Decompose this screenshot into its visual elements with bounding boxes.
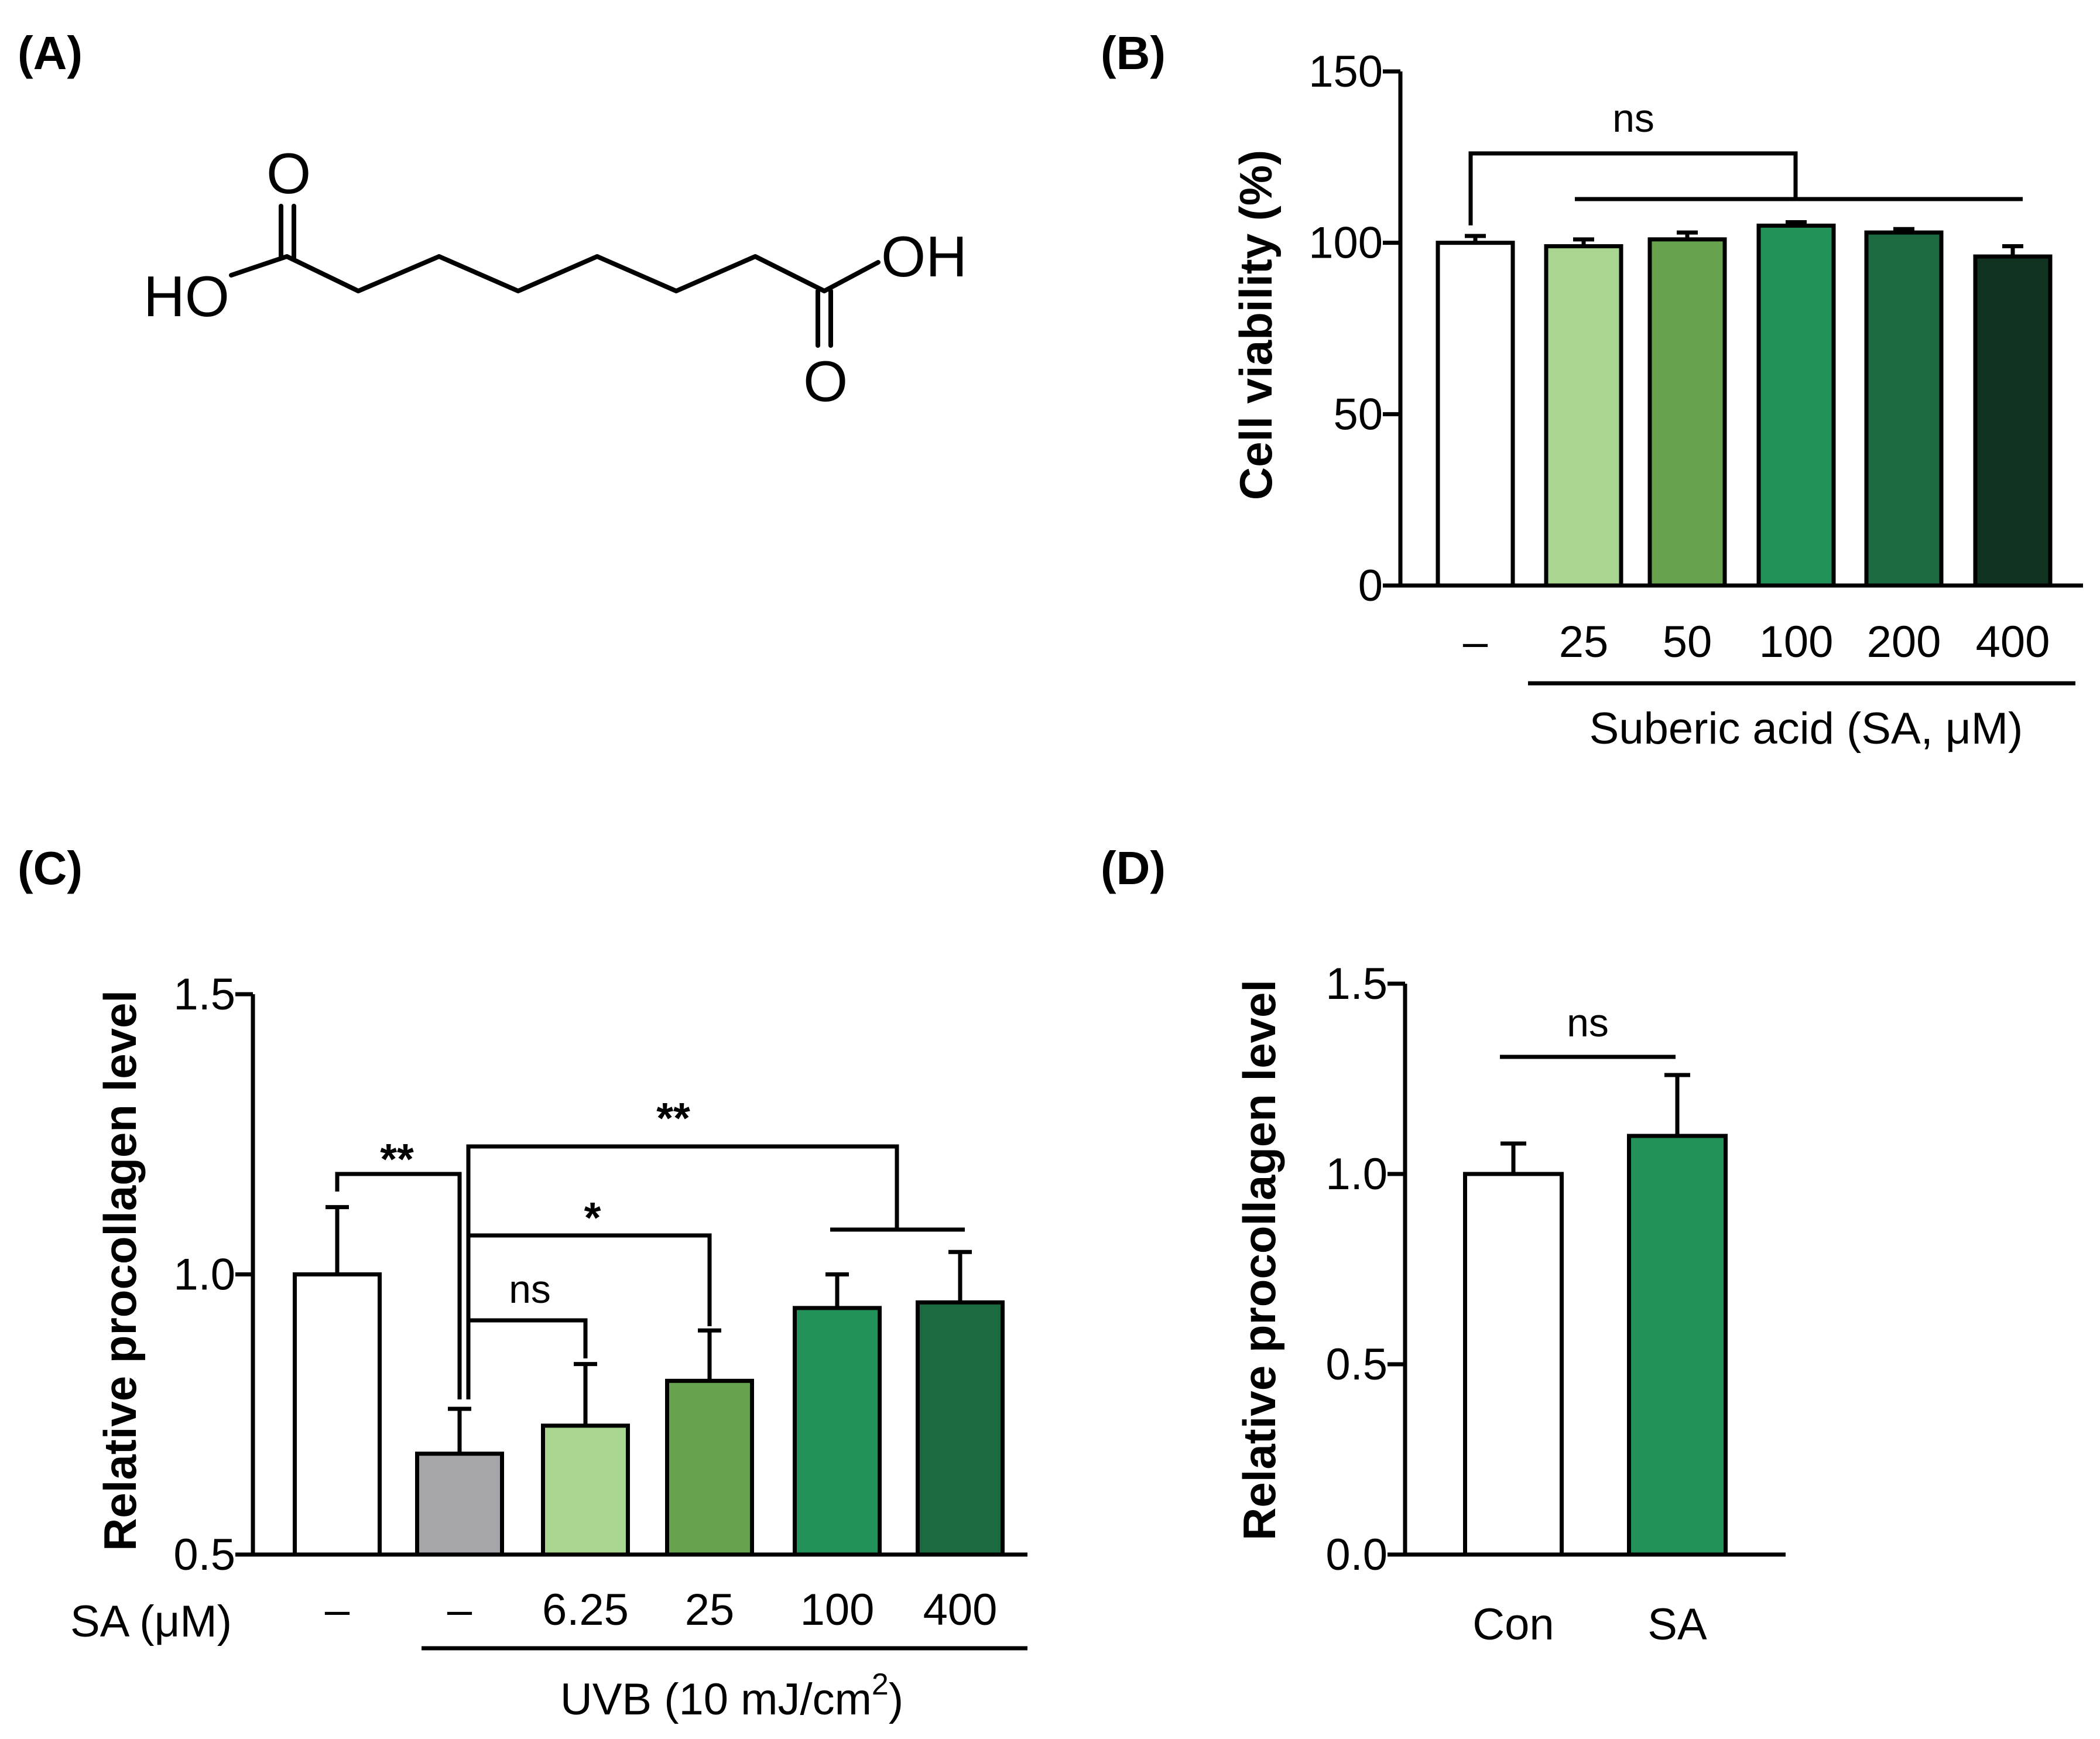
- bar: [665, 1378, 754, 1557]
- bar: [1627, 1134, 1728, 1557]
- y-tick-label: 0.5: [1325, 1340, 1388, 1389]
- y-axis-label-c: Relative procollagen level: [94, 990, 146, 1551]
- bar: [1973, 254, 2053, 588]
- x-tick-label: –: [447, 1585, 472, 1635]
- procollagen-uvb-chart: 0.5 1.0 1.5 – – 6.25 25 100 400 Relative procol…: [70, 970, 1027, 1724]
- y-tick-label: 150: [1308, 47, 1383, 97]
- panel-label-d: (D): [1101, 842, 1166, 894]
- bar: [1756, 223, 1836, 588]
- x-tick-label: 100: [800, 1585, 875, 1635]
- x-axis-label-b: Suberic acid (SA, μM): [1589, 704, 2023, 754]
- cell-viability-chart: 0 50 100 150 – 25 50 100 200 400 Cell viability …: [1230, 47, 2083, 754]
- error-bars-b: [1465, 220, 2023, 257]
- bar: [293, 1272, 382, 1557]
- y-ticks-b: 0 50 100 150: [1308, 47, 1400, 611]
- y-tick-label: 50: [1333, 389, 1383, 439]
- x-tick-label: 25: [685, 1585, 735, 1635]
- y-tick-label: 100: [1308, 218, 1383, 268]
- x-tick-label: Con: [1472, 1600, 1554, 1649]
- procollagen-sa-chart: 0.0 0.5 1.0 1.5 Con SA Relative procollagen …: [1234, 959, 1786, 1649]
- x-tick-label: 6.25: [542, 1585, 629, 1635]
- x-tick-label: 100: [1759, 617, 1834, 667]
- sa-row-label: SA (μM): [70, 1597, 232, 1646]
- suberic-acid-structure: [229, 204, 881, 348]
- y-tick-label: 1.5: [1325, 959, 1388, 1009]
- panel-label-a: (A): [18, 27, 83, 79]
- oxygen-right-label: O: [803, 349, 848, 413]
- y-tick-label: 1.5: [173, 970, 235, 1019]
- y-tick-label: 0.0: [1325, 1530, 1388, 1580]
- y-tick-label: 1.0: [173, 1250, 235, 1300]
- panel-label-c: (C): [18, 842, 83, 894]
- y-ticks-c: 0.5 1.0 1.5: [173, 970, 253, 1580]
- x-ticks-d: Con SA: [1472, 1600, 1707, 1649]
- hydroxyl-right-label: OH: [881, 224, 967, 289]
- hydroxyl-left-label: HO: [143, 264, 229, 328]
- sig-label-c-25: *: [584, 1193, 601, 1242]
- bar: [1544, 244, 1623, 588]
- bracket-c-control: [335, 1172, 462, 1399]
- x-ticks-b: – 25 50 100 200 400: [1463, 617, 2050, 667]
- sig-label-c-625: ns: [509, 1267, 551, 1312]
- x-tick-label: 50: [1663, 617, 1712, 667]
- y-ticks-d: 0.0 0.5 1.0 1.5: [1325, 959, 1405, 1580]
- oxygen-left-label: O: [266, 141, 311, 206]
- sig-label-b: ns: [1612, 96, 1654, 141]
- bracket-c-625: [466, 1291, 588, 1358]
- x-tick-label: 400: [1976, 617, 2050, 667]
- bars-b: [1436, 223, 2053, 588]
- x-tick-label: –: [325, 1585, 350, 1635]
- bar: [541, 1423, 630, 1557]
- y-axis-label-d: Relative procollagen level: [1234, 980, 1285, 1541]
- significance-b: [1468, 151, 2023, 225]
- carbon-chain-bonds: [229, 254, 881, 293]
- bracket-c-high: [466, 1144, 899, 1399]
- x-tick-label: 200: [1867, 617, 1941, 667]
- y-tick-label: 0: [1358, 561, 1383, 611]
- sig-label-d: ns: [1567, 1001, 1609, 1045]
- error-bars-c: [326, 1205, 972, 1454]
- bar: [793, 1306, 882, 1557]
- x-tick-label: SA: [1647, 1600, 1707, 1649]
- y-tick-label: 0.5: [173, 1530, 235, 1580]
- bar: [1436, 241, 1515, 588]
- y-axis-label-b: Cell viability (%): [1230, 150, 1282, 500]
- bars-d: [1463, 1134, 1728, 1557]
- bar: [1463, 1172, 1564, 1557]
- x-tick-label: 400: [923, 1585, 998, 1635]
- x-ticks-c: – – 6.25 25 100 400: [325, 1585, 998, 1635]
- x-tick-label: 25: [1559, 617, 1609, 667]
- sig-label-c-control: **: [380, 1135, 414, 1183]
- bar: [1647, 237, 1727, 588]
- uvb-group-label: UVB (10 mJ/cm2): [560, 1668, 903, 1724]
- bar: [415, 1452, 504, 1557]
- bracket-b: [1468, 151, 1798, 225]
- panel-label-b: (B): [1101, 27, 1166, 79]
- significance-c: [335, 1144, 965, 1399]
- error-bars-d: [1501, 1073, 1690, 1174]
- sig-label-c-high: **: [656, 1094, 690, 1142]
- bar: [1864, 230, 1944, 588]
- bracket-c-25: [468, 1233, 712, 1326]
- y-tick-label: 1.0: [1325, 1149, 1388, 1199]
- x-tick-label: –: [1463, 617, 1488, 667]
- bars-c: [293, 1272, 1005, 1557]
- bar: [916, 1300, 1005, 1557]
